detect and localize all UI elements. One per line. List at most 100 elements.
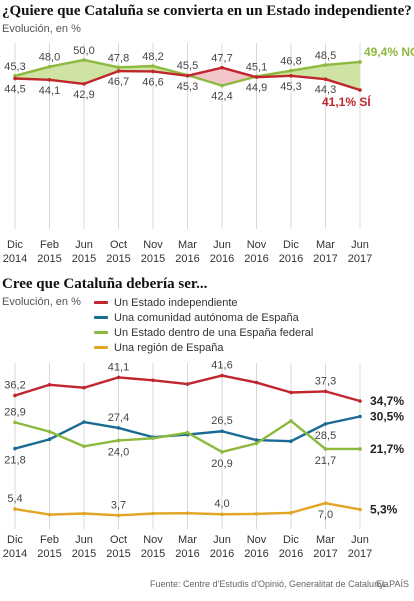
data-label: 44,9 (246, 82, 267, 94)
data-point (358, 60, 362, 64)
data-point (254, 75, 259, 79)
data-label: 37,3 (315, 375, 336, 387)
data-point (47, 437, 52, 442)
end-label: 30,5% (370, 409, 404, 423)
data-label: 3,7 (111, 499, 126, 511)
data-point (185, 511, 190, 515)
data-label: 46,6 (142, 76, 163, 88)
legend-item-region: Una región de España (94, 340, 313, 355)
data-point (13, 74, 17, 78)
data-point (82, 58, 86, 62)
data-point (254, 438, 259, 442)
data-point (289, 439, 293, 444)
x-tick-label: Nov (143, 239, 163, 251)
x-tick-label: Nov (247, 239, 267, 251)
data-point (82, 511, 86, 516)
legend-label: Una región de España (114, 341, 224, 354)
data-label: 48,5 (315, 50, 336, 62)
gap-fill-no (325, 61, 360, 91)
data-point (151, 378, 155, 383)
data-point (116, 375, 121, 380)
legend-item-independiente: Un Estado independiente (94, 295, 313, 310)
data-label: 42,9 (73, 89, 94, 101)
legend-swatch (94, 346, 108, 349)
data-point (323, 63, 328, 67)
end-label: 21,7% (370, 442, 404, 456)
gap-fill-si (188, 67, 222, 86)
data-point (116, 426, 121, 430)
x-tick-label: 2017 (313, 548, 337, 560)
x-tick-label: 2016 (210, 253, 234, 265)
data-point (116, 65, 121, 70)
x-tick-label: 2015 (141, 548, 165, 560)
data-point (289, 419, 293, 423)
data-label: 28,5 (315, 430, 336, 442)
x-tick-label: Mar (316, 239, 335, 251)
data-point (323, 501, 328, 505)
data-point (151, 64, 155, 68)
data-label: 44,1 (39, 85, 60, 97)
x-tick-label: Jun (351, 534, 369, 546)
data-point (220, 373, 224, 378)
data-label: 45,3 (280, 81, 301, 93)
data-point (82, 82, 86, 86)
x-tick-label: 2015 (72, 253, 96, 265)
x-tick-label: Nov (143, 534, 163, 546)
data-point (220, 83, 224, 88)
data-point (289, 74, 293, 78)
x-tick-label: Dic (283, 239, 299, 251)
x-tick-label: 2015 (106, 253, 130, 265)
chart2-legend: Un Estado independiente Una comunidad au… (94, 295, 313, 355)
x-tick-label: 2015 (141, 253, 165, 265)
data-label: 4,0 (214, 498, 229, 510)
data-point (323, 422, 328, 426)
data-label: 5,4 (7, 493, 22, 505)
data-point (47, 512, 52, 517)
data-point (13, 446, 17, 451)
data-point (13, 420, 17, 425)
data-point (47, 382, 52, 387)
data-point (323, 389, 328, 394)
data-label: 48,0 (39, 52, 60, 64)
x-tick-label: Jun (213, 534, 231, 546)
x-tick-label: Feb (40, 239, 59, 251)
x-tick-label: 2015 (37, 253, 61, 265)
data-point (185, 382, 190, 386)
chart1-title: ¿Quiere que Cataluña se convierta en un … (2, 3, 412, 19)
data-point (289, 390, 293, 395)
data-label: 46,8 (280, 56, 301, 68)
data-point (82, 420, 86, 424)
chart1-subtitle: Evolución, en % (2, 23, 81, 35)
x-tick-label: 2017 (313, 253, 337, 265)
x-tick-label: 2016 (279, 253, 303, 265)
data-point (185, 430, 190, 435)
x-tick-label: 2017 (348, 253, 372, 265)
brand-label: EL PAÍS (376, 579, 410, 589)
data-label: 48,2 (142, 51, 163, 63)
data-label: 20,9 (211, 458, 232, 470)
data-point (13, 76, 17, 81)
end-label: 34,7% (370, 394, 404, 408)
data-point (358, 88, 362, 92)
x-tick-label: Oct (110, 534, 127, 546)
data-point (220, 512, 224, 517)
legend-swatch (94, 316, 108, 319)
x-tick-label: 2014 (3, 548, 27, 560)
data-label: 7,0 (318, 509, 333, 521)
data-label: 21,8 (4, 455, 25, 467)
data-point (289, 510, 293, 515)
data-label: 41,1 (108, 361, 129, 373)
data-point (358, 414, 362, 419)
x-tick-label: Jun (75, 534, 93, 546)
data-point (323, 447, 328, 451)
x-tick-label: 2014 (3, 253, 27, 265)
x-tick-label: 2016 (279, 548, 303, 560)
data-point (116, 438, 121, 443)
data-point (358, 399, 362, 403)
end-label-no: 49,4% NO (364, 45, 414, 59)
gap-fill-si (222, 67, 256, 86)
data-point (220, 450, 224, 454)
data-label: 44,5 (4, 84, 25, 96)
data-point (254, 441, 259, 446)
legend-swatch (94, 301, 108, 304)
